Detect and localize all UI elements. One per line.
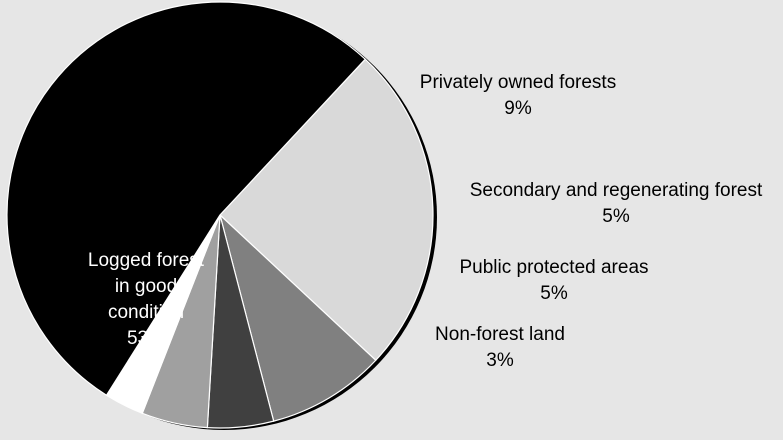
- slice-0-value-label: 25%: [196, 101, 234, 122]
- slice-3-value-label: 5%: [540, 283, 568, 304]
- slice-0-label-line-0: Privately owned: [148, 49, 282, 70]
- slice-0-label-line-1: protected areas: [149, 75, 281, 96]
- slice-1-value-label: 9%: [504, 98, 532, 119]
- pie-labels: Privately owned protected areas 25% Private…: [88, 49, 763, 371]
- slice-5-label-line-1: in good: [115, 276, 177, 297]
- slice-5-label-line-2: condition: [108, 302, 184, 323]
- pie-slices: [6, 1, 437, 430]
- slice-4-value-label: 3%: [486, 350, 514, 371]
- slice-3-label-line-0: Public protected areas: [459, 257, 648, 278]
- slice-4-label-line-0: Non-forest land: [435, 324, 565, 345]
- slice-5-value-label: 53%: [127, 328, 165, 349]
- pie-slice-0: [219, 58, 434, 362]
- slice-2-label-line-0: Secondary and regenerating forest: [470, 180, 763, 201]
- slice-2-value-label: 5%: [602, 206, 630, 227]
- pie-slice-1: [218, 213, 377, 422]
- slice-1-label-line-0: Privately owned forests: [420, 72, 616, 93]
- pie-slice-5: [6, 1, 367, 397]
- slice-5-label-line-0: Logged forest: [88, 250, 205, 271]
